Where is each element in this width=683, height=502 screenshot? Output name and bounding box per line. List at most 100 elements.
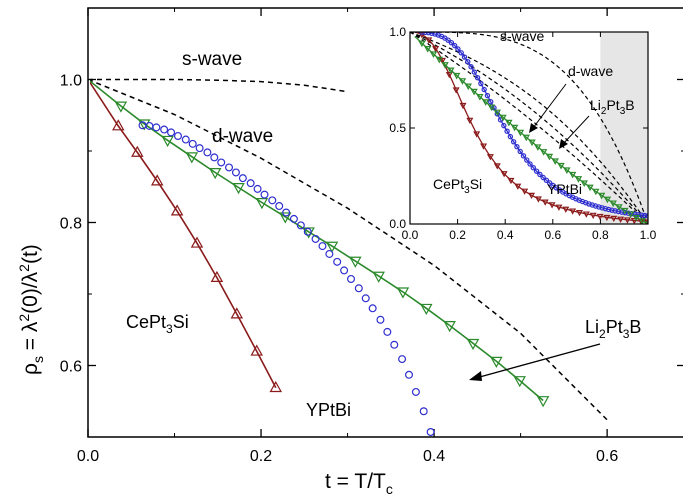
inset-li2pt3b-point [458,78,467,85]
ypbi-point [275,202,284,211]
inset-cept3si-point [548,202,556,209]
y-tick-label: 0.8 [60,216,82,233]
inset-li2pt3b-point [528,139,536,147]
inset-cept3si-point [610,215,618,223]
main-axis-ticks: 0.0 0.2 0.4 0.6 0.6 0.8 1.0 [60,7,683,465]
inset-ypbi-point [540,174,546,181]
inset-ypbi-point [514,144,520,150]
inset-cept3si-point [534,196,542,203]
inset-li2pt3b-point [592,188,600,196]
inset-x-tick-label: 0.2 [449,228,466,242]
li2pt3b-point [349,256,362,268]
inset-li2pt3b-point [481,99,490,106]
inset-li2pt3b-point [534,144,542,151]
li2pt3b-arrow-head [469,371,482,381]
inset-ypbi-point [481,86,487,93]
inset-ypbi-point [520,153,527,159]
inset-ypbi-point [478,80,484,87]
x-tick-label: 0.4 [423,448,445,465]
inset-li2pt3b-sub2: 3 [620,106,626,117]
inset-ypbi-label: YPtBi [547,181,582,197]
inset-s-wave-curve [410,32,648,224]
ypbi-point [311,234,320,243]
ypbi-point [383,327,392,336]
li2pt3b-point [536,396,550,408]
inset-y-tick-label: 0.5 [389,121,406,135]
inset-ypbi-point [543,177,550,184]
y-axis-title-end: (t) [19,244,42,264]
y-tick-label: 0.6 [60,359,82,376]
inset-li2pt3b-point [476,94,484,101]
inset-ypbi-point [432,32,438,37]
inset-y-tick-label: 1.0 [389,25,406,39]
inset-li2pt3b-point [626,211,635,219]
inset-ypbi-point [589,202,595,208]
li2pt3b-point [161,135,174,148]
inset-li2pt3b-point [551,158,559,165]
ypbi-point [289,214,298,223]
ypbi-point [419,407,428,416]
ypbi-point [325,249,334,258]
inset-d-wave-label: d-wave [568,63,613,79]
inset-li2pt3b-point [447,67,455,75]
inset-cept3si-point [500,171,508,178]
inset-cept3si-point [473,131,481,138]
inset-cept3si-point [617,216,625,223]
inset-ypbi-point [609,207,615,213]
ypbi-point [426,427,435,436]
inset-li2pt3b-point [499,114,507,122]
inset-cept3si-point [480,143,488,150]
inset-cept3si-point [528,192,536,200]
inset-shaded-region [600,32,648,224]
inset-li2pt3b-point [545,153,554,161]
inset-cept3si-line [414,32,648,223]
ypbi-label: YPtBi [306,400,351,420]
ypbi-point [173,131,182,140]
ypbi-point [368,304,377,313]
main-markers [112,101,550,436]
inset-ypbi-point [527,161,533,167]
ypbi-point [318,242,327,251]
li2pt3b-arrow-line [475,343,601,379]
inset-cept3si-point [425,37,433,44]
inset-dashed-curve-3 [410,32,648,224]
inset-cept3si-point [589,212,597,219]
inset-plot: 0.0 0.2 0.4 0.6 0.8 1.0 0.0 0.5 1.0 s-wave d-wav… [389,25,656,242]
ypbi-point [181,135,190,144]
ypbi-point [167,128,176,137]
inset-cept3si-point [575,210,583,217]
inset-cept3si-point [623,217,631,224]
cept3si-point [131,145,144,157]
inset-ypbi-point [484,92,491,99]
inset-ypbi-point [530,164,537,171]
li2pt3b-point [279,212,292,224]
inset-ypbi-point [429,32,435,36]
li2pt3b-point [443,321,456,333]
inset-ypbi-point [642,212,648,219]
inset-ypbi-point [510,139,517,145]
inset-arrow-dwave-head [529,123,538,133]
inset-li2pt3b-point [522,134,530,142]
inset-ypbi-point [448,39,455,46]
cept3si-line [90,81,277,389]
inset-ypbi-point [455,46,461,52]
inset-cept3si-point [582,211,590,218]
inset-li2pt3b-sub1: 2 [601,106,607,117]
inset-li2pt3b-point [580,180,588,188]
inset-li2pt3b-point [470,88,478,96]
ypbi-point [260,190,269,199]
inset-cept3si-point [445,72,453,79]
inset-li2pt3b-point [487,104,496,112]
x-axis-title-sub: c [386,481,393,497]
inset-cept3si-point [507,177,515,185]
li2pt3b-point [232,183,245,195]
ypbi-point [282,208,291,217]
inset-li2pt3b-point [429,51,438,58]
inset-cept3si-point [514,183,522,190]
inset-ypbi-point [546,180,553,186]
main-curves [90,78,608,421]
ypbi-point [188,139,197,148]
inset-cept3si-point [555,204,563,211]
ypbi-point [398,355,407,364]
cept3si-point [170,204,184,216]
